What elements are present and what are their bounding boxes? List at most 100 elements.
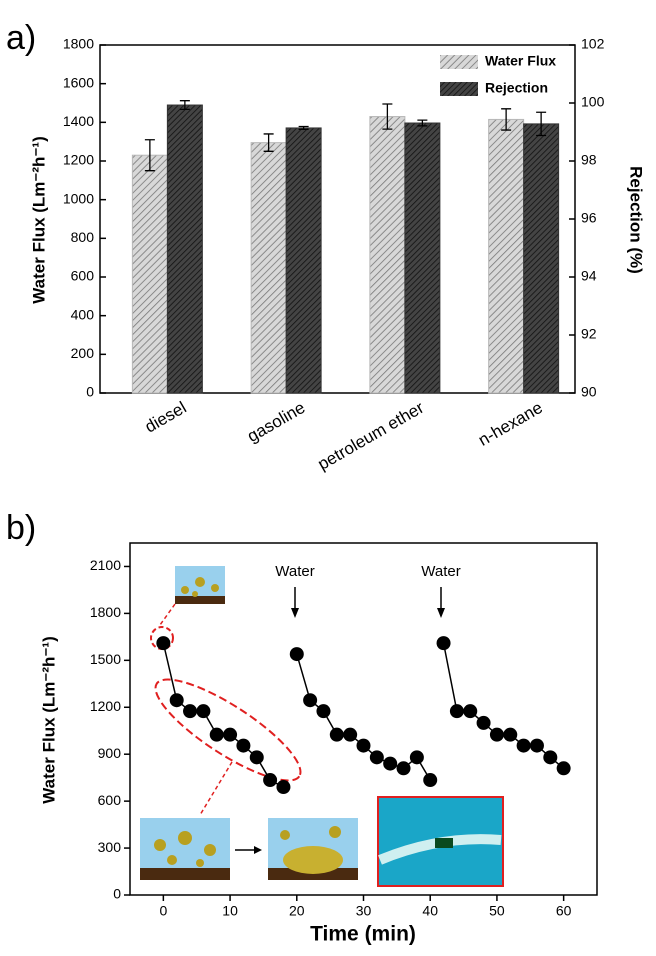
data-point — [529, 738, 544, 753]
error-bar — [417, 119, 428, 127]
y-tick-label: 0 — [86, 384, 94, 400]
data-point — [369, 750, 384, 765]
y-tick-label: 1600 — [63, 74, 94, 90]
data-point — [236, 738, 251, 753]
y2-tick-label: 98 — [581, 152, 597, 168]
y2-tick-label: 100 — [581, 94, 605, 110]
legend-swatch — [440, 82, 478, 96]
x-tick-label: 20 — [289, 903, 305, 919]
data-point — [303, 693, 318, 708]
error-bar — [382, 103, 393, 130]
x-tick-label: 60 — [556, 903, 572, 919]
legend-label: Water Flux — [485, 53, 556, 69]
y-tick-label: 2100 — [90, 557, 121, 573]
x-tick-label: diesel — [142, 398, 190, 437]
y-tick-label: 0 — [113, 886, 121, 902]
data-point — [183, 704, 198, 719]
legend-label: Rejection — [485, 80, 548, 96]
y-tick-label: 200 — [71, 345, 95, 361]
bar — [404, 122, 441, 394]
error-bar — [501, 108, 512, 131]
data-point — [316, 704, 331, 719]
data-point — [423, 773, 438, 788]
y-tick-label: 900 — [98, 745, 122, 761]
error-bar — [144, 139, 155, 172]
x-tick-label: 50 — [489, 903, 505, 919]
bar — [523, 123, 560, 394]
panel-label: b) — [6, 509, 36, 547]
y2-axis-label: Rejection (%) — [627, 166, 646, 274]
x-tick-label: gasoline — [244, 398, 308, 446]
y-tick-label: 1200 — [63, 152, 94, 168]
y-axis-label: Water Flux (Lm⁻²h⁻¹) — [39, 636, 58, 803]
data-point — [543, 750, 558, 765]
data-point — [436, 636, 451, 651]
y-tick-label: 600 — [71, 268, 95, 284]
data-point — [156, 636, 171, 651]
bar — [166, 104, 203, 394]
data-point — [383, 756, 398, 771]
x-tick-label: petroleum ether — [314, 398, 427, 474]
bar — [250, 142, 287, 394]
y2-tick-label: 102 — [581, 36, 605, 52]
data-point — [223, 727, 238, 742]
data-line — [442, 642, 565, 769]
y2-tick-label: 90 — [581, 384, 597, 400]
bar — [285, 127, 322, 394]
y-axis-label: Water Flux (Lm⁻²h⁻¹) — [29, 136, 48, 303]
x-tick-label: 0 — [159, 903, 167, 919]
data-line — [296, 653, 431, 781]
x-tick-label: 30 — [356, 903, 372, 919]
annotation: Water — [421, 563, 460, 580]
error-bar — [298, 125, 309, 131]
y-tick-label: 800 — [71, 229, 95, 245]
x-tick-label: 10 — [222, 903, 238, 919]
data-point — [489, 727, 504, 742]
y2-tick-label: 96 — [581, 210, 597, 226]
data-point — [196, 704, 211, 719]
x-tick-label: 40 — [422, 903, 438, 919]
data-point — [276, 780, 291, 795]
y-tick-label: 1800 — [63, 36, 94, 52]
data-point — [356, 738, 371, 753]
data-point — [396, 761, 411, 776]
data-point — [289, 647, 304, 662]
data-point — [263, 773, 278, 788]
error-bar — [263, 133, 274, 152]
data-point — [449, 704, 464, 719]
data-point — [249, 750, 264, 765]
data-point — [329, 727, 344, 742]
y2-tick-label: 94 — [581, 268, 597, 284]
error-bar — [536, 111, 547, 137]
data-point — [463, 704, 478, 719]
data-point — [343, 727, 358, 742]
data-point — [556, 761, 571, 776]
y-tick-label: 1200 — [90, 698, 121, 714]
data-point — [503, 727, 518, 742]
y-tick-label: 1400 — [63, 113, 94, 129]
error-bar — [179, 100, 190, 111]
data-point — [516, 738, 531, 753]
panel-label: a) — [6, 19, 36, 57]
data-point — [409, 750, 424, 765]
data-point — [476, 715, 491, 730]
y-tick-label: 1000 — [63, 190, 94, 206]
annotation-arrows — [291, 587, 445, 618]
data-point — [209, 727, 224, 742]
legend-swatch — [440, 55, 478, 69]
x-axis-label: Time (min) — [310, 923, 416, 946]
y-tick-label: 400 — [71, 306, 95, 322]
annotation: Water — [275, 563, 314, 580]
bar — [369, 116, 406, 394]
data-line — [162, 642, 284, 788]
x-tick-label: n-hexane — [475, 398, 546, 450]
y-tick-label: 300 — [98, 839, 122, 855]
y-tick-label: 600 — [98, 792, 122, 808]
bar — [131, 154, 168, 394]
y2-tick-label: 92 — [581, 326, 597, 342]
bar — [488, 118, 525, 394]
inset-illustrations — [140, 566, 504, 887]
y-tick-label: 1800 — [90, 604, 121, 620]
y-tick-label: 1500 — [90, 651, 121, 667]
